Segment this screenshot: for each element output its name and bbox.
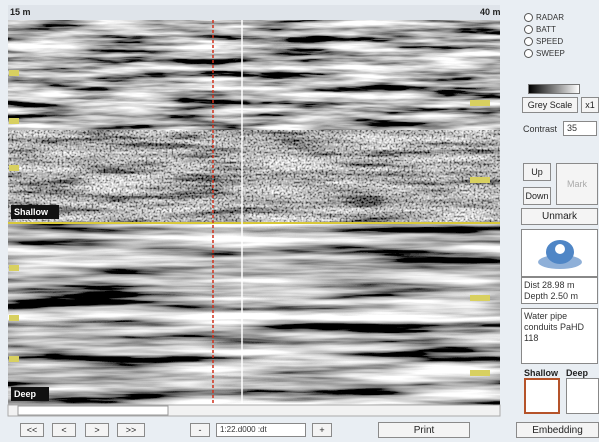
scroll-thumb[interactable] xyxy=(18,406,168,415)
deep-thumb[interactable] xyxy=(566,378,599,414)
plus-button[interactable]: + xyxy=(312,423,332,437)
print-button[interactable]: Print xyxy=(378,422,470,438)
app-window: 15 m 40 m Shallow Deep RADAR BATT SPEED … xyxy=(0,0,599,442)
option-label: BATT xyxy=(536,25,556,34)
radar-view: 15 m 40 m Shallow Deep xyxy=(0,0,515,420)
mark-button[interactable]: Mark xyxy=(556,163,598,205)
end-distance: 40 m xyxy=(480,7,501,17)
scale-select[interactable]: 1:22.d000 :dt xyxy=(216,423,306,437)
contrast-label: Contrast xyxy=(523,124,557,134)
embedding-button[interactable]: Embedding xyxy=(516,422,599,438)
unmark-button[interactable]: Unmark xyxy=(521,208,598,225)
radio-option[interactable]: RADAR xyxy=(524,13,564,22)
first-button[interactable]: << xyxy=(20,423,44,437)
next-button[interactable]: > xyxy=(85,423,109,437)
grey-scale-button[interactable]: Grey Scale xyxy=(522,97,578,113)
shallow-thumb-label: Shallow xyxy=(524,368,558,378)
option-label: SWEEP xyxy=(536,49,565,58)
distance-text: Dist 28.98 m xyxy=(524,280,595,291)
zoom-button[interactable]: x1 xyxy=(581,97,599,113)
radio-option[interactable]: SWEEP xyxy=(524,49,565,58)
option-label: SPEED xyxy=(536,37,563,46)
contrast-select[interactable]: 35 xyxy=(563,121,597,136)
ruler-bar xyxy=(8,5,500,20)
pipe-icon xyxy=(524,232,596,274)
note-box: Water pipe conduits PaHD 118 xyxy=(521,308,598,364)
deep-label: Deep xyxy=(14,389,37,399)
minus-button[interactable]: - xyxy=(190,423,210,437)
deep-thumb-label: Deep xyxy=(566,368,588,378)
shallow-label: Shallow xyxy=(14,207,49,217)
up-button[interactable]: Up xyxy=(523,163,551,181)
option-label: RADAR xyxy=(536,13,564,22)
scan-noise xyxy=(8,130,500,222)
info-box: Dist 28.98 m Depth 2.50 m xyxy=(521,277,598,304)
radio-option[interactable]: SPEED xyxy=(524,37,563,46)
depth-text: Depth 2.50 m xyxy=(524,291,595,302)
icon-box xyxy=(521,229,598,277)
radio-option[interactable]: BATT xyxy=(524,25,556,34)
prev-button[interactable]: < xyxy=(52,423,76,437)
last-button[interactable]: >> xyxy=(117,423,145,437)
start-distance: 15 m xyxy=(10,7,31,17)
deep-scan xyxy=(8,224,500,405)
grey-ramp xyxy=(528,84,580,94)
down-button[interactable]: Down xyxy=(523,187,551,205)
shallow-thumb[interactable] xyxy=(524,378,560,414)
